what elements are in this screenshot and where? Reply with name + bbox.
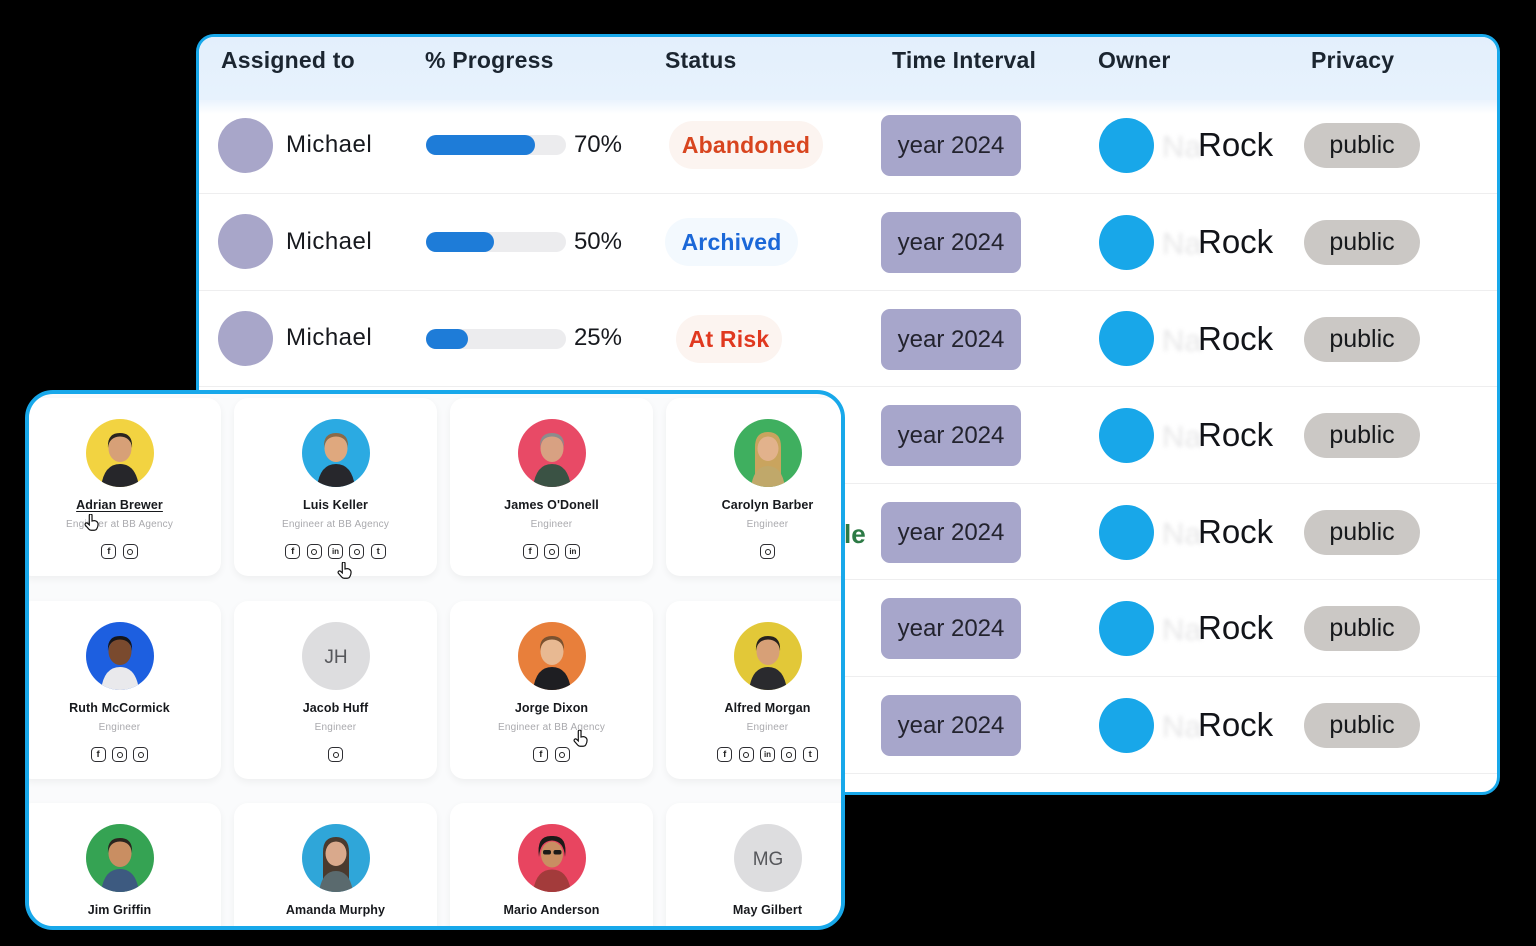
svg-text:JH: JH — [324, 647, 347, 668]
svg-text:MG: MG — [752, 849, 783, 870]
